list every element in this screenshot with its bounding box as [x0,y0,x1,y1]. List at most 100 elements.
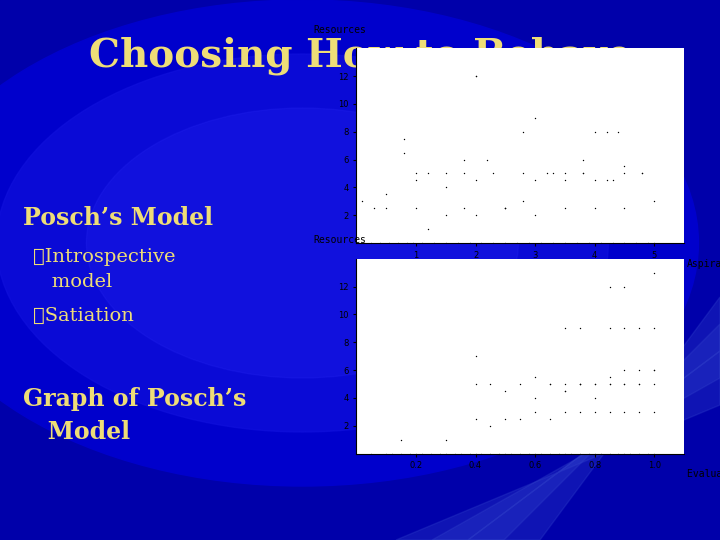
Point [469,380,481,388]
Point [529,449,541,458]
Point [544,380,556,388]
Point [469,211,481,219]
Point [518,197,529,206]
Polygon shape [396,351,720,540]
Point [500,204,511,213]
Point [458,155,469,164]
Point [440,183,451,192]
Point [500,415,511,423]
Point [604,380,616,388]
Point [416,449,428,458]
Point [547,239,559,247]
Point [464,449,475,458]
Point [604,282,616,291]
Point [410,449,422,458]
Point [482,155,493,164]
Point [589,408,600,416]
Ellipse shape [0,54,608,432]
Polygon shape [468,297,720,540]
Point [589,380,600,388]
Point [618,169,630,178]
Point [649,239,660,247]
Point [425,449,436,458]
Point [559,204,571,213]
Point [649,366,660,374]
Point [535,449,546,458]
Point [500,449,511,458]
Point [577,155,588,164]
Point [458,204,469,213]
Point [559,380,571,388]
Point [559,169,571,178]
Text: Choosing How to Behave: Choosing How to Behave [89,36,631,75]
Point [559,239,571,247]
Point [529,113,541,122]
Point [618,449,630,458]
Point [577,169,588,178]
Point [604,408,616,416]
Point [559,324,571,333]
Point [649,324,660,333]
Point [518,127,529,136]
Point [358,239,369,247]
Point [544,415,556,423]
Point [434,449,446,458]
Point [440,449,451,458]
Point [600,127,612,136]
Point [518,169,529,178]
Point [469,72,481,80]
Point [395,449,407,458]
Point [398,134,410,143]
Point [428,239,440,247]
Point [500,204,511,213]
Point [559,387,571,395]
Point [523,239,535,247]
Point [553,449,564,458]
Point [583,449,595,458]
Point [529,176,541,185]
Point [649,380,660,388]
Point [392,239,404,247]
Point [559,176,571,185]
Point [618,282,630,291]
Point [618,239,630,247]
Point [604,380,616,388]
Point [469,415,481,423]
Point [544,380,556,388]
Point [440,169,451,178]
Ellipse shape [86,108,518,378]
Point [440,211,451,219]
Point [634,380,645,388]
Point [618,162,630,171]
Point [487,239,499,247]
Point [469,352,481,361]
Point [469,449,481,458]
Text: Posch’s Model: Posch’s Model [23,206,213,230]
Point [383,239,395,247]
Point [595,239,606,247]
Point [487,169,499,178]
Point [410,176,422,185]
Point [649,449,660,458]
Point [649,197,660,206]
Point [589,394,600,402]
Point [574,408,585,416]
Point [634,324,645,333]
Point [452,239,464,247]
Point [398,148,410,157]
Point [535,239,546,247]
Point [649,366,660,374]
Point [380,190,392,199]
Point [404,449,415,458]
Point [410,204,422,213]
Ellipse shape [0,0,698,486]
Point [613,449,624,458]
Point [500,239,511,247]
Point [604,373,616,381]
Point [604,449,616,458]
Text: Resources: Resources [314,235,366,245]
Point [455,449,467,458]
Point [515,415,526,423]
Point [642,239,654,247]
Point [500,204,511,213]
